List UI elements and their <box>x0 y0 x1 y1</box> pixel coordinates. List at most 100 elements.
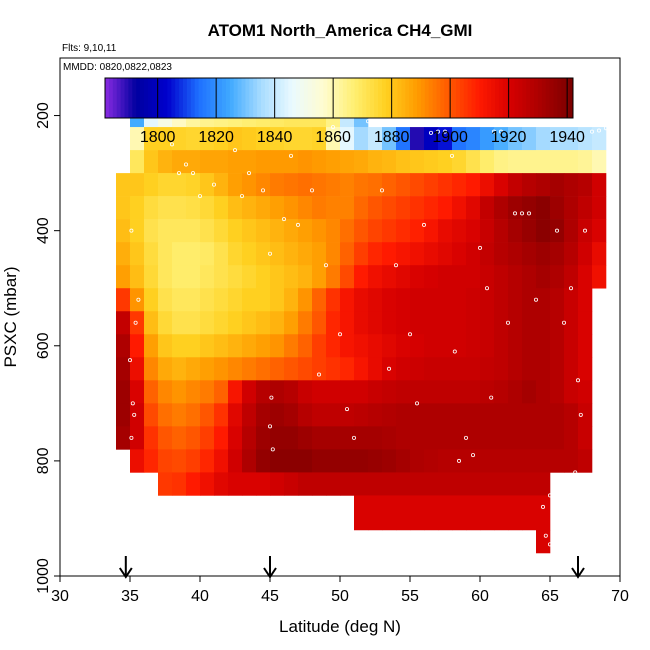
colorbar-segment <box>140 78 145 118</box>
heatmap-cell <box>508 127 523 151</box>
colorbar-segment <box>487 78 492 118</box>
heatmap-cell <box>480 380 495 404</box>
heatmap-cell <box>200 334 215 358</box>
sample-point <box>548 542 553 547</box>
heatmap-cell <box>214 334 229 358</box>
heatmap-cell <box>200 449 215 473</box>
heatmap-cell <box>494 150 509 174</box>
heatmap-cell <box>116 403 131 427</box>
heatmap-cell <box>284 334 299 358</box>
heatmap-cell <box>550 334 565 358</box>
heatmap-cell <box>312 403 327 427</box>
colorbar-segment <box>245 78 250 118</box>
colorbar-segment <box>432 78 437 118</box>
heatmap-cell <box>186 265 201 289</box>
heatmap-cell <box>550 150 565 174</box>
heatmap-cells <box>116 104 607 554</box>
heatmap-cell <box>158 242 173 266</box>
heatmap-cell <box>158 265 173 289</box>
down-arrow-head-icon <box>263 567 277 579</box>
heatmap-cell <box>172 472 187 496</box>
heatmap-cell <box>578 242 593 266</box>
x-tick-label: 45 <box>261 588 279 605</box>
heatmap-cell <box>116 311 131 335</box>
colorbar-tick-label: 1840 <box>257 129 293 146</box>
heatmap-cell <box>410 288 425 312</box>
heatmap-cell <box>242 173 257 197</box>
heatmap-cell <box>466 219 481 243</box>
heatmap-cell <box>116 357 131 381</box>
heatmap-cell <box>410 449 425 473</box>
heatmap-cell <box>466 334 481 358</box>
down-arrow-head-icon <box>571 567 585 579</box>
colorbar: 1800 1820 1840 1860 1880 1900 1920 1940 <box>104 77 585 146</box>
colorbar-segment <box>210 78 215 118</box>
heatmap-cell <box>522 380 537 404</box>
sample-point <box>452 349 457 354</box>
heatmap-cell <box>508 334 523 358</box>
heatmap-cell <box>508 196 523 220</box>
heatmap-cell <box>382 334 397 358</box>
sample-point <box>337 332 342 337</box>
heatmap-cell <box>368 150 383 174</box>
heatmap-cell <box>578 357 593 381</box>
heatmap-cell <box>438 196 453 220</box>
heatmap-cell <box>186 403 201 427</box>
heatmap-cell <box>424 242 439 266</box>
heatmap-cell <box>452 196 467 220</box>
sample-point <box>267 424 272 429</box>
heatmap-cell <box>522 449 537 473</box>
heatmap-cell <box>550 288 565 312</box>
heatmap-cell <box>270 196 285 220</box>
heatmap-cell <box>536 357 551 381</box>
heatmap-cell <box>438 242 453 266</box>
dates-label: MMDD: 0820,0822,0823 <box>63 62 172 73</box>
heatmap-cell <box>256 380 271 404</box>
colorbar-segment <box>557 78 562 118</box>
heatmap-cell <box>508 242 523 266</box>
heatmap-cell <box>312 311 327 335</box>
sample-point <box>316 372 321 377</box>
heatmap-cell <box>186 380 201 404</box>
heatmap-cell <box>564 173 579 197</box>
colorbar-segment <box>186 78 192 118</box>
heatmap-cell <box>424 196 439 220</box>
heatmap-cell <box>116 288 131 312</box>
heatmap-cell <box>354 196 369 220</box>
heatmap-cell <box>410 403 425 427</box>
heatmap-cell <box>228 403 243 427</box>
colorbar-segment <box>237 78 242 118</box>
heatmap-cell <box>522 219 537 243</box>
heatmap-cell <box>438 150 453 174</box>
heatmap-cell <box>522 357 537 381</box>
heatmap-cell <box>214 403 229 427</box>
heatmap-cell <box>578 403 593 427</box>
heatmap-cell <box>550 311 565 335</box>
colorbar-segment <box>175 78 180 118</box>
heatmap-cell <box>228 127 243 151</box>
colorbar-segment <box>374 78 379 118</box>
heatmap-cell <box>354 173 369 197</box>
heatmap-cell <box>410 150 425 174</box>
heatmap-cell <box>452 449 467 473</box>
heatmap-cell <box>214 288 229 312</box>
heatmap-cell <box>130 403 145 427</box>
heatmap-cell <box>144 242 159 266</box>
heatmap-cell <box>466 449 481 473</box>
heatmap-cell <box>340 472 355 496</box>
heatmap-cell <box>424 173 439 197</box>
heatmap-cell <box>396 127 411 151</box>
heatmap-cell <box>592 242 607 266</box>
heatmap-cell <box>256 403 271 427</box>
heatmap-cell <box>200 265 215 289</box>
heatmap-cell <box>200 288 215 312</box>
heatmap-cell <box>186 426 201 450</box>
sample-point <box>330 125 335 130</box>
heatmap-cell <box>424 127 439 151</box>
heatmap-cell <box>466 173 481 197</box>
heatmap-cell <box>242 380 257 404</box>
heatmap-cell <box>326 380 341 404</box>
heatmap-cell <box>172 196 187 220</box>
colorbar-segment <box>288 78 293 118</box>
heatmap-cell <box>340 127 355 151</box>
